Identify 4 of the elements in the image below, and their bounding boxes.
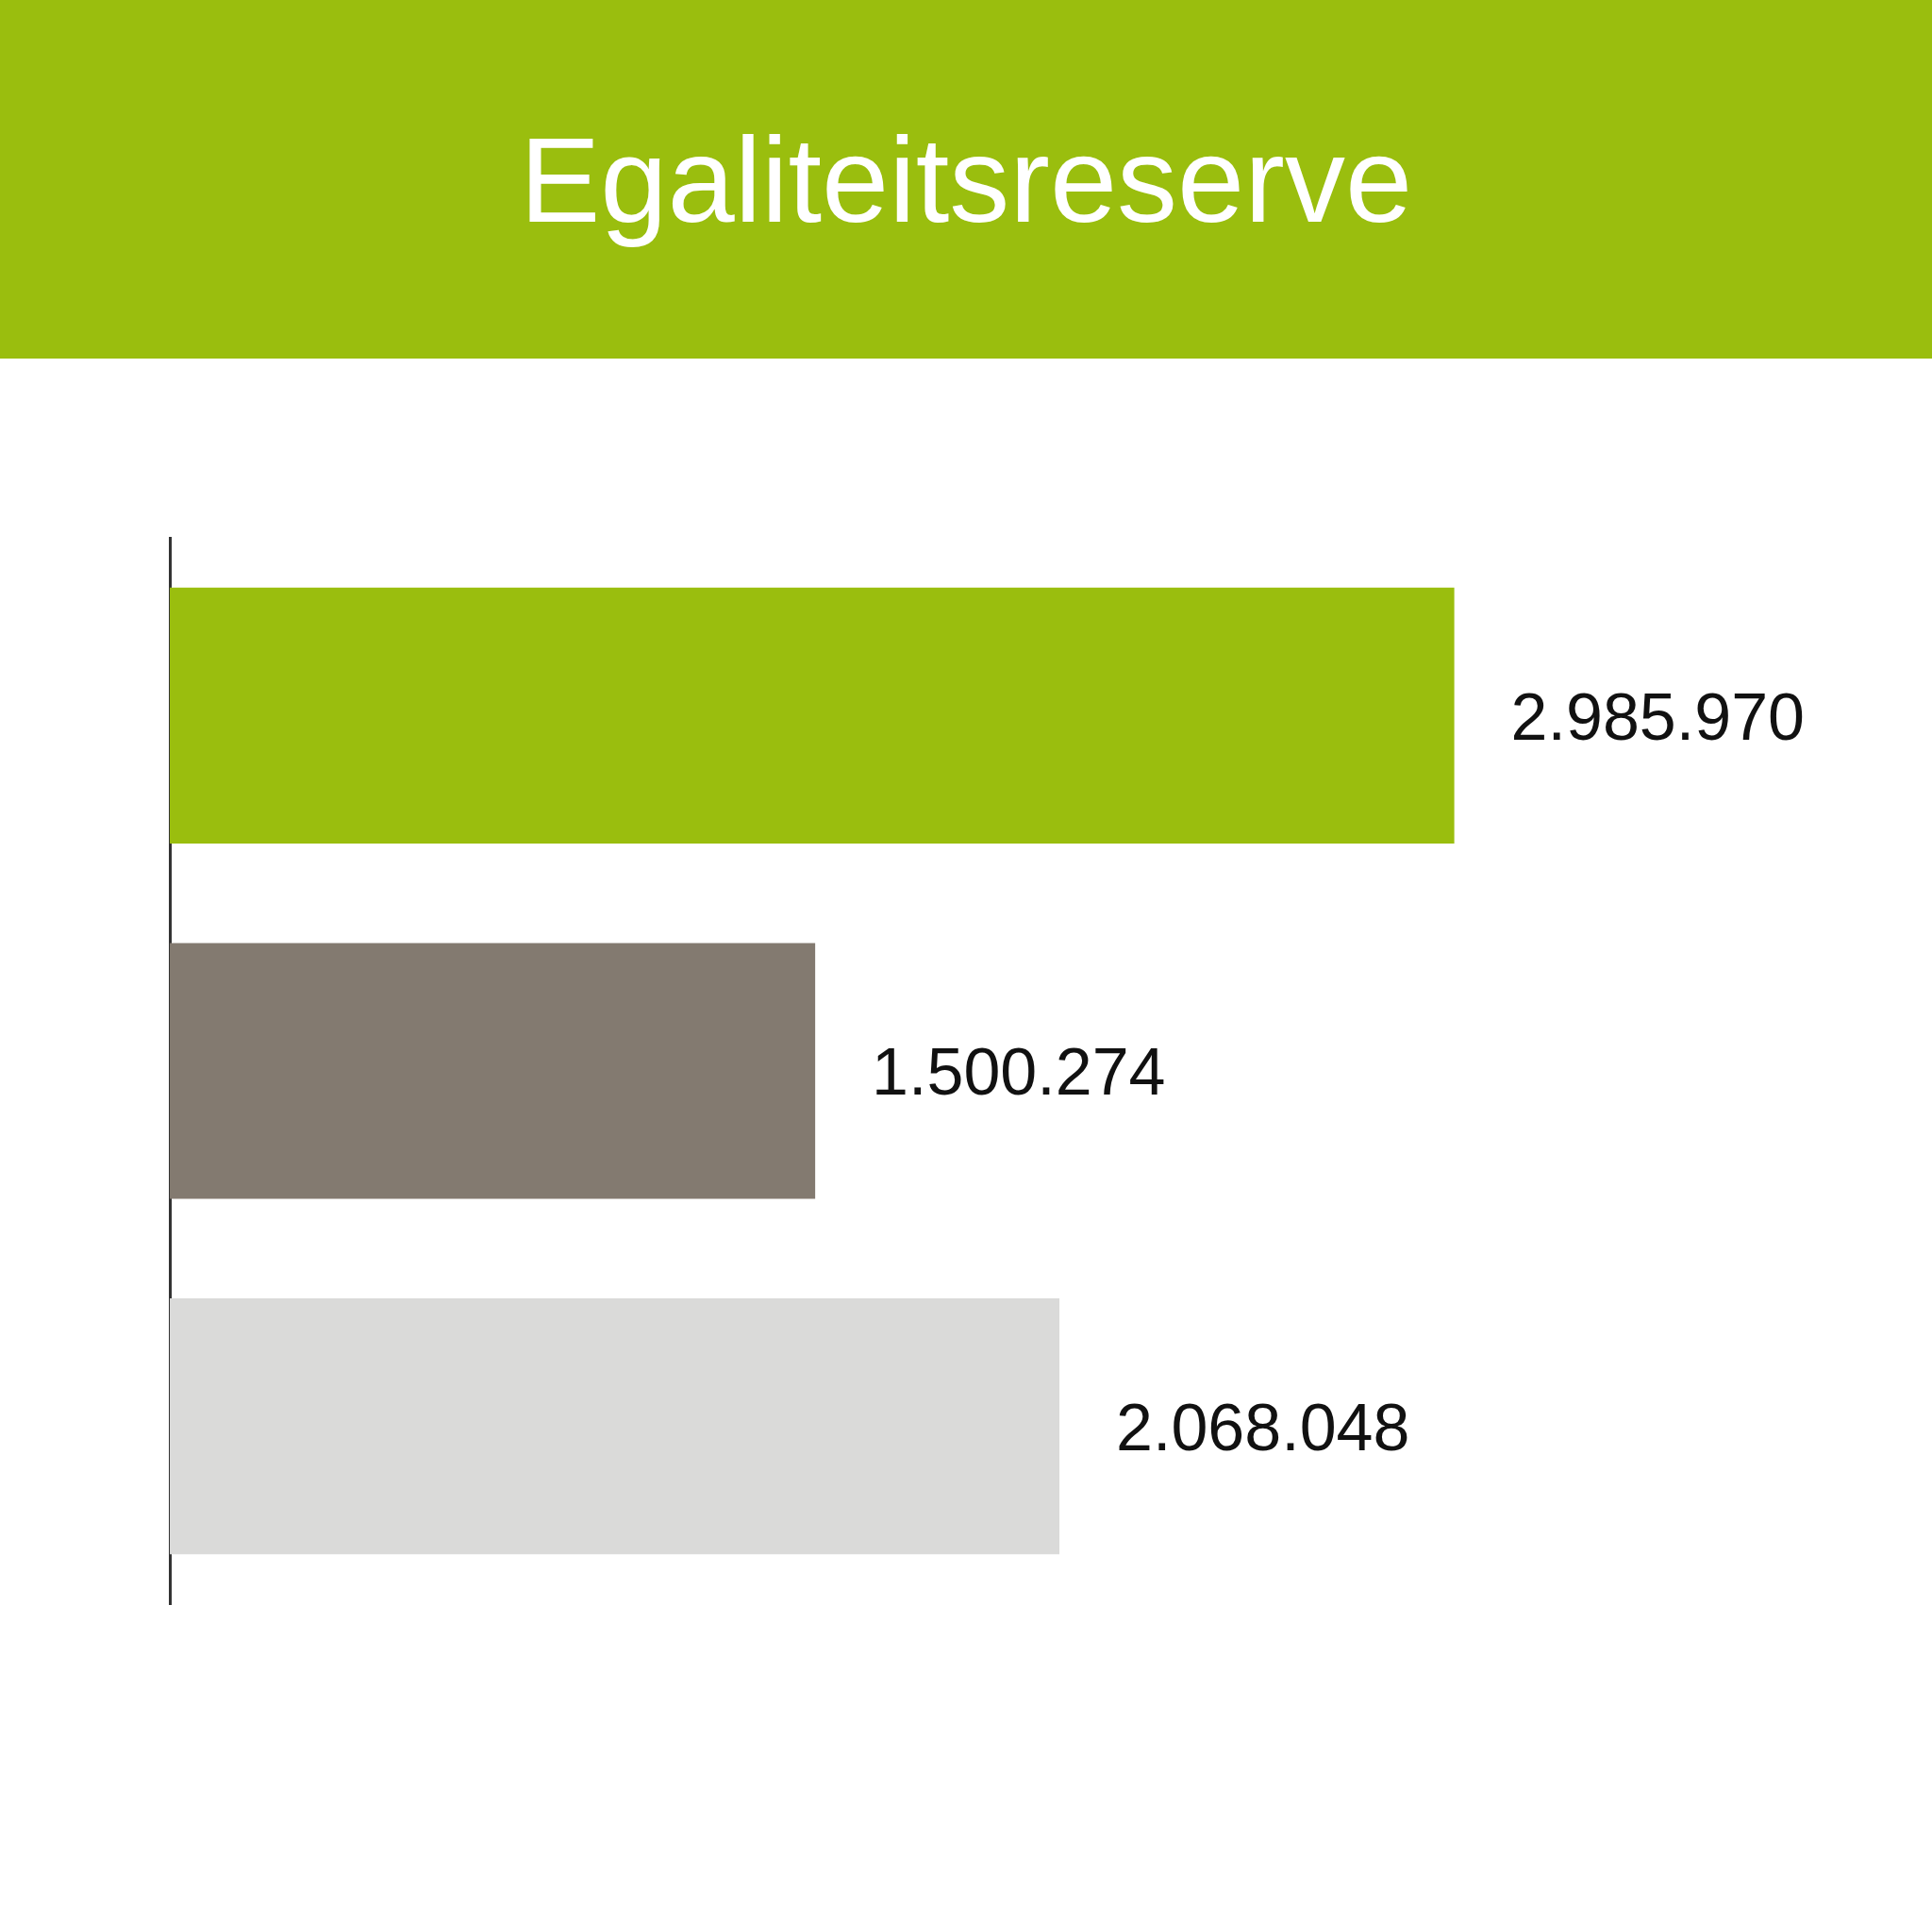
data-label: 2.985.970: [1510, 679, 1806, 754]
data-label: 2.068.048: [1116, 1390, 1410, 1464]
data-label: 1.500.274: [872, 1035, 1166, 1110]
chart-title: Egaliteitsreserve: [519, 110, 1413, 249]
